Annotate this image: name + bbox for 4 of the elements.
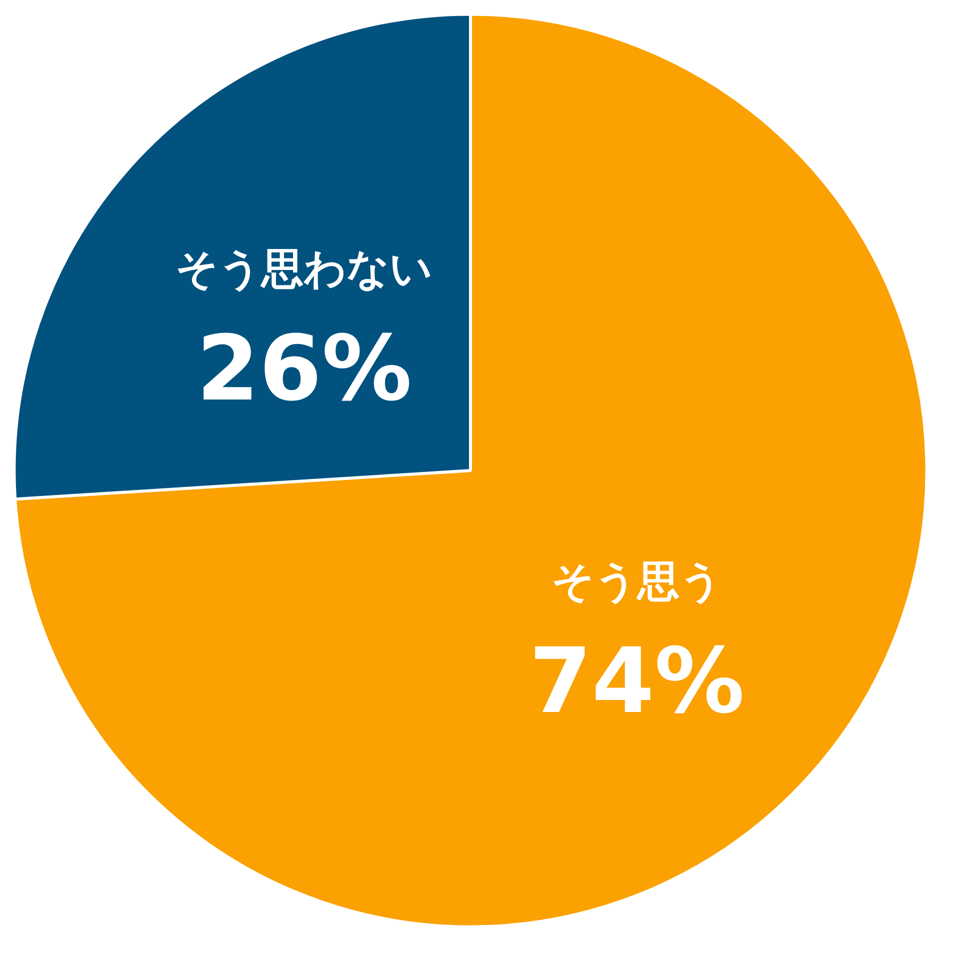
data-label: 74% [529, 628, 745, 734]
slice-label: そう思う [551, 556, 722, 606]
data-label: 26% [196, 316, 412, 422]
slice-label: そう思わない [176, 244, 433, 294]
